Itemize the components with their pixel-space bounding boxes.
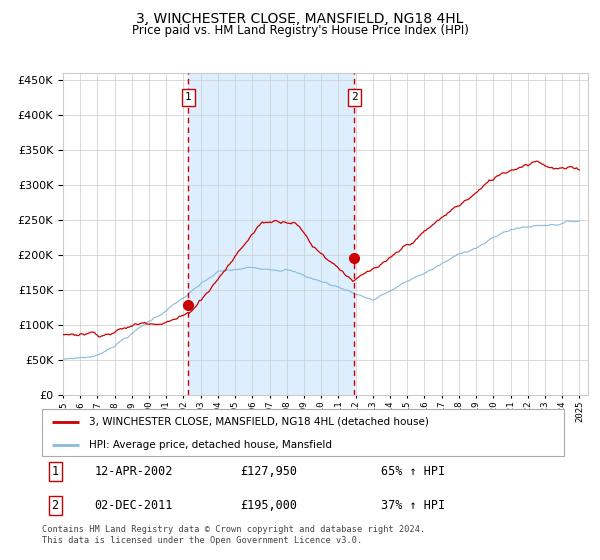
Text: 37% ↑ HPI: 37% ↑ HPI — [382, 500, 445, 512]
FancyBboxPatch shape — [42, 409, 564, 456]
Text: 12-APR-2002: 12-APR-2002 — [94, 465, 173, 478]
Text: Contains HM Land Registry data © Crown copyright and database right 2024.
This d: Contains HM Land Registry data © Crown c… — [42, 525, 425, 545]
Text: HPI: Average price, detached house, Mansfield: HPI: Average price, detached house, Mans… — [89, 440, 332, 450]
Text: 1: 1 — [185, 92, 191, 102]
Text: £195,000: £195,000 — [241, 500, 298, 512]
Text: 2: 2 — [52, 500, 59, 512]
Text: 2: 2 — [351, 92, 358, 102]
Text: £127,950: £127,950 — [241, 465, 298, 478]
Text: 1: 1 — [52, 465, 59, 478]
Text: 3, WINCHESTER CLOSE, MANSFIELD, NG18 4HL (detached house): 3, WINCHESTER CLOSE, MANSFIELD, NG18 4HL… — [89, 417, 429, 427]
Text: 02-DEC-2011: 02-DEC-2011 — [94, 500, 173, 512]
Text: 3, WINCHESTER CLOSE, MANSFIELD, NG18 4HL: 3, WINCHESTER CLOSE, MANSFIELD, NG18 4HL — [136, 12, 464, 26]
Text: Price paid vs. HM Land Registry's House Price Index (HPI): Price paid vs. HM Land Registry's House … — [131, 24, 469, 36]
Bar — [188, 73, 354, 395]
Text: 65% ↑ HPI: 65% ↑ HPI — [382, 465, 445, 478]
